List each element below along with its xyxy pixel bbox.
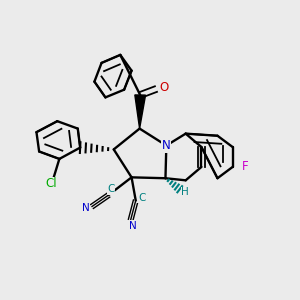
Text: C: C	[138, 193, 146, 202]
Text: N: N	[82, 203, 90, 213]
Text: H: H	[181, 187, 189, 197]
Text: Cl: Cl	[46, 177, 57, 190]
Text: N: N	[129, 221, 137, 231]
Text: F: F	[242, 160, 248, 173]
Text: O: O	[160, 81, 169, 94]
Text: N: N	[162, 139, 171, 152]
Text: C: C	[107, 184, 115, 194]
Polygon shape	[135, 95, 146, 129]
